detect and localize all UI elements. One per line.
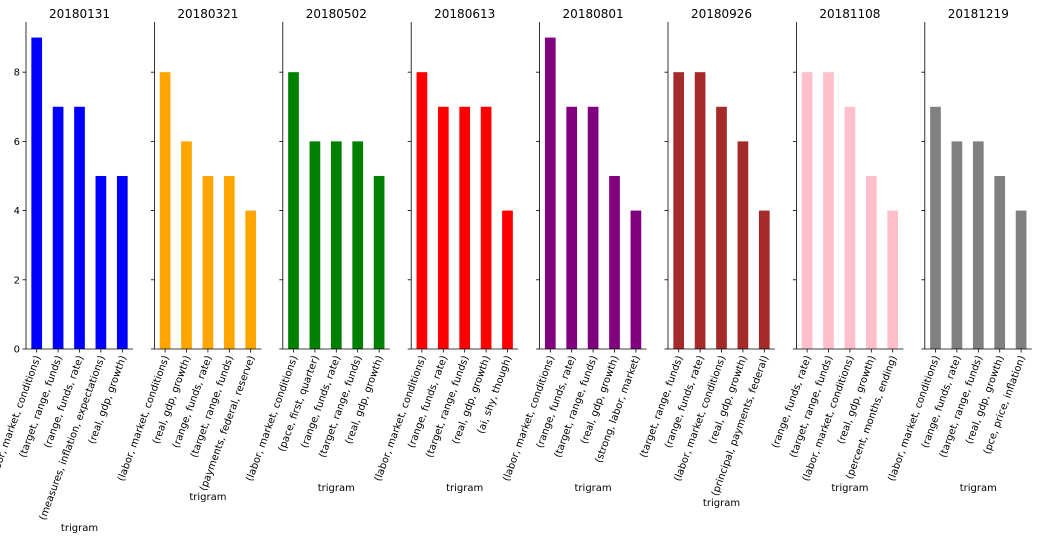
bar <box>352 141 364 349</box>
chart-panel-3: 20180502(labor, market, conditions)(pace… <box>245 7 390 494</box>
bar <box>544 37 556 349</box>
bar <box>437 106 449 349</box>
x-axis-label: trigram <box>318 483 355 494</box>
y-tick-label: 4 <box>14 206 20 217</box>
bar <box>502 210 513 349</box>
bar <box>116 175 128 349</box>
bar <box>74 106 85 349</box>
chart-panel-6: 20180926(target, range, funds)(range, fu… <box>638 7 775 509</box>
bar <box>223 175 235 349</box>
bar <box>1015 210 1027 349</box>
panel-title: 20180926 <box>691 7 752 21</box>
panel-title: 20180613 <box>434 7 495 21</box>
chart-panel-8: 20181219(labor, market, conditions)(rang… <box>887 7 1032 494</box>
bar <box>887 210 899 349</box>
panel-title: 20181108 <box>819 7 880 21</box>
x-axis-label: trigram <box>831 483 868 494</box>
bar <box>52 106 64 349</box>
chart-panel-7: 20181108(range, funds, rate)(target, ran… <box>770 7 904 494</box>
bar <box>844 106 856 349</box>
y-tick-label: 8 <box>14 68 20 79</box>
chart-panel-4: 20180613(labor, market, conditions)(rang… <box>373 7 519 494</box>
x-axis-label: trigram <box>446 483 483 494</box>
bar <box>245 210 257 349</box>
bar <box>330 141 342 349</box>
y-tick-label: 6 <box>14 137 20 148</box>
x-axis-label: trigram <box>61 523 98 534</box>
bar <box>694 72 706 350</box>
x-axis-label: trigram <box>189 492 226 503</box>
bar <box>459 106 471 349</box>
bar <box>972 141 984 349</box>
bar <box>801 72 813 350</box>
chart-panel-5: 20180801(labor, market, conditions)(rang… <box>501 7 647 494</box>
chart-panel-2: 20180321(labor, market, conditions)(real… <box>116 7 262 503</box>
bar <box>609 175 620 349</box>
bar <box>587 106 599 349</box>
panel-title: 20180502 <box>306 7 367 21</box>
panel-title: 20181219 <box>948 7 1009 21</box>
x-axis-label: trigram <box>703 498 740 509</box>
bar <box>951 141 963 349</box>
panel-title: 20180131 <box>49 7 110 21</box>
bar <box>673 72 685 350</box>
bar <box>31 37 43 349</box>
bar <box>181 141 192 349</box>
y-tick-label: 0 <box>14 345 20 356</box>
bar <box>716 106 727 349</box>
bar <box>373 175 385 349</box>
panel-title: 20180321 <box>177 7 238 21</box>
bar <box>930 106 941 349</box>
y-tick-label: 2 <box>14 275 20 286</box>
bar <box>288 72 299 350</box>
bar <box>566 106 578 349</box>
bar <box>309 141 321 349</box>
panel-title: 20180801 <box>563 7 624 21</box>
bar <box>823 72 834 350</box>
bar <box>95 175 107 349</box>
bar <box>159 72 171 350</box>
x-axis-label: trigram <box>960 483 997 494</box>
bar <box>630 210 642 349</box>
bar <box>758 210 770 349</box>
bar <box>416 72 428 350</box>
bar <box>480 106 492 349</box>
bar <box>994 175 1006 349</box>
bar <box>865 175 877 349</box>
bar <box>737 141 749 349</box>
x-axis-label: trigram <box>575 483 612 494</box>
bar <box>202 175 214 349</box>
